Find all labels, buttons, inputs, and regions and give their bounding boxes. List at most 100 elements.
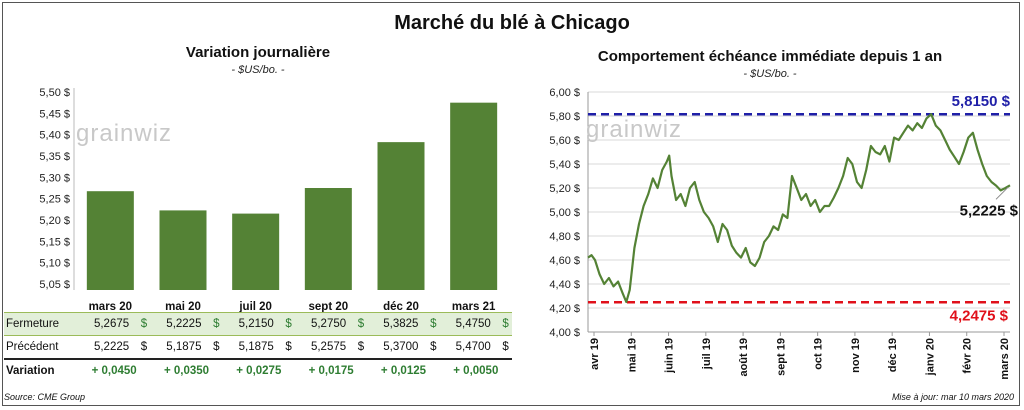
row-label-fermeture: Fermeture [4, 312, 78, 336]
currency-symbol: $ [140, 341, 148, 353]
line-y-tick-label: 4,60 $ [549, 255, 580, 267]
source-note: Source: CME Group [4, 392, 86, 402]
precedent-cell: 5,3700 [383, 341, 419, 353]
bar-y-tick-label: 5,10 $ [39, 258, 70, 270]
currency-symbol: $ [285, 318, 292, 330]
line-x-tick-label: oct 19 [813, 338, 825, 370]
bar [377, 142, 425, 290]
bar-x-tick-label: juil 20 [238, 301, 272, 313]
line-x-tick-label: févr 20 [962, 338, 974, 373]
row-label-variation: Variation [4, 358, 78, 382]
fermeture-cell: 5,2150 [238, 318, 274, 330]
currency-symbol: $ [140, 318, 148, 330]
currency-symbol: $ [213, 341, 220, 353]
fermeture-cell: 5,2750 [310, 318, 347, 330]
chart-frame [2, 2, 1020, 406]
bar [450, 102, 498, 291]
bar [232, 213, 280, 290]
low-value-label: 4,2475 $ [950, 307, 1009, 324]
table-row-precedent: Précédent 5,2225 $ 5,1875 $ 5,1875 $ 5,2575… [4, 336, 512, 360]
last-value-label: 5,2225 $ [960, 202, 1019, 219]
line-y-tick-label: 5,20 $ [549, 183, 580, 195]
line-y-tick-label: 4,00 $ [549, 327, 580, 339]
row-label-precedent: Précédent [6, 341, 59, 353]
line-x-tick-label: avr 19 [589, 338, 601, 370]
variation-cell: + 0,0450 [78, 358, 151, 382]
precedent-cell: 5,1875 [238, 341, 274, 353]
bar-y-tick-label: 5,25 $ [39, 194, 70, 206]
last-value-leader [995, 186, 1009, 200]
line-y-tick-label: 5,00 $ [549, 207, 580, 219]
currency-symbol: $ [285, 341, 292, 353]
currency-symbol: $ [357, 341, 365, 353]
line-x-tick-label: déc 19 [887, 338, 899, 372]
precedent-cell: 5,2225 [93, 341, 130, 353]
line-x-tick-label: janv 20 [924, 338, 936, 376]
bar [304, 188, 352, 290]
currency-symbol: $ [430, 318, 437, 330]
bar-y-tick-label: 5,05 $ [39, 279, 70, 291]
line-y-tick-label: 4,20 $ [549, 303, 580, 315]
currency-symbol: $ [213, 318, 220, 330]
line-y-tick-label: 4,80 $ [549, 231, 580, 243]
bar-y-tick-label: 5,15 $ [39, 236, 70, 248]
high-value-label: 5,8150 $ [952, 93, 1011, 110]
line-x-tick-label: août 19 [738, 338, 750, 377]
variation-cell: + 0,0050 [439, 358, 512, 382]
line-x-tick-label: sept 19 [775, 338, 787, 376]
line-x-tick-label: juil 19 [701, 338, 713, 370]
left-chart-subtitle: - $US/bo. - [231, 64, 285, 76]
bar-y-tick-label: 5,40 $ [39, 130, 70, 142]
bar-x-tick-label: mars 20 [89, 301, 132, 313]
line-y-tick-label: 5,60 $ [549, 135, 580, 147]
quote-table: Fermeture 5,2675 $ 5,2225 $ 5,2150 $ 5,2750… [4, 312, 512, 382]
variation-cell: + 0,0175 [294, 358, 368, 382]
precedent-cell: 5,4700 [455, 341, 491, 353]
bar-y-tick-label: 5,20 $ [39, 215, 70, 227]
currency-symbol: $ [502, 318, 509, 330]
line-x-tick-label: nov 19 [850, 338, 862, 373]
fermeture-cell: 5,2225 [166, 318, 202, 330]
line-y-tick-label: 5,80 $ [549, 111, 580, 123]
price-series-line [587, 113, 1011, 304]
right-chart-subtitle: - $US/bo. - [743, 68, 797, 80]
bar [86, 191, 134, 290]
precedent-cell: 5,1875 [166, 341, 202, 353]
precedent-cell: 5,2575 [310, 341, 347, 353]
bar-y-tick-label: 5,50 $ [39, 87, 70, 99]
line-x-tick-label: mai 19 [626, 338, 638, 372]
right-chart-title: Comportement échéance immédiate depuis 1… [597, 48, 943, 65]
fermeture-cell: 5,2675 [93, 318, 130, 330]
bar-x-tick-label: mai 20 [165, 301, 201, 313]
line-chart: 4,00 $ 4,20 $ 4,40 $ 4,60 $ 4,80 $ 5,00 $ 5,20… [549, 87, 1018, 380]
currency-symbol: $ [502, 341, 509, 353]
bar-x-tick-label: sept 20 [309, 301, 349, 313]
line-x-tick-label: juin 19 [664, 338, 676, 374]
left-chart-title: Variation journalière [185, 44, 331, 61]
fermeture-cell: 5,4750 [455, 318, 491, 330]
line-y-tick-label: 6,00 $ [549, 87, 580, 99]
variation-cell: + 0,0350 [150, 358, 223, 382]
line-y-tick-label: 5,40 $ [549, 159, 580, 171]
line-y-tick-label: 4,40 $ [549, 279, 580, 291]
watermark-logo-right: grainwiz [586, 116, 683, 143]
bar-x-tick-label: déc 20 [383, 301, 419, 313]
variation-cell: + 0,0125 [367, 358, 440, 382]
table-row-variation: Variation + 0,0450 + 0,0350 + 0,0275 + 0… [4, 358, 512, 382]
bar-y-tick-label: 5,30 $ [39, 172, 70, 184]
variation-cell: + 0,0275 [222, 358, 295, 382]
watermark-logo: grainwiz [76, 120, 173, 147]
bar-y-tick-label: 5,45 $ [39, 108, 70, 120]
bar [159, 210, 207, 290]
line-x-tick-label: mars 20 [999, 338, 1011, 380]
bar-x-tick-label: mars 21 [452, 301, 496, 313]
fermeture-cell: 5,3825 [383, 318, 419, 330]
currency-symbol: $ [430, 341, 437, 353]
bar-y-tick-label: 5,35 $ [39, 151, 70, 163]
bar-chart: 5,05 $ 5,10 $ 5,15 $ 5,20 $ 5,25 $ 5,30 $ 5,35… [39, 87, 498, 313]
page-title: Marché du blé à Chicago [394, 12, 630, 34]
update-note: Mise à jour: mar 10 mars 2020 [891, 392, 1014, 402]
currency-symbol: $ [357, 318, 365, 330]
table-row-fermeture: Fermeture 5,2675 $ 5,2225 $ 5,2150 $ 5,2750… [4, 312, 512, 336]
